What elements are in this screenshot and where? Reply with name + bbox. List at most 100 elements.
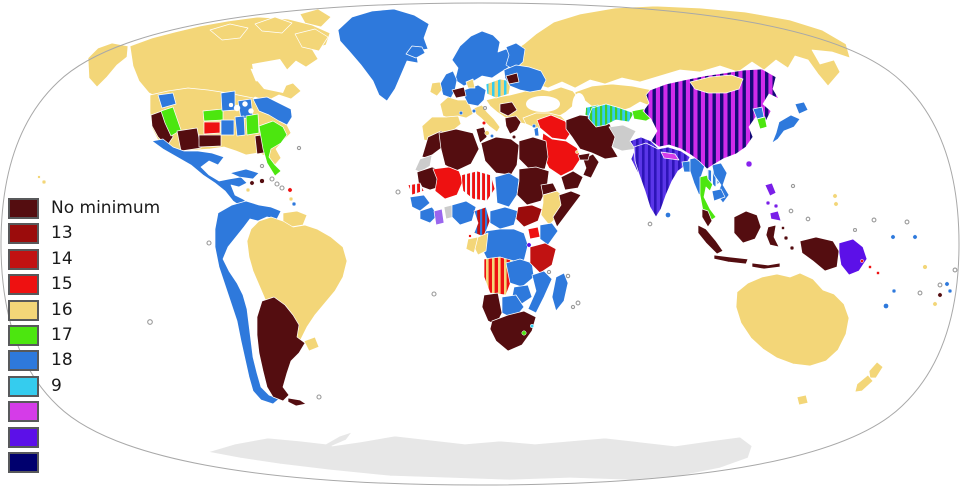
legend-swatch-16 bbox=[8, 299, 39, 321]
territory-dot-kiribati-1 bbox=[871, 217, 877, 223]
region-gabon bbox=[465, 236, 479, 254]
region-germany bbox=[463, 84, 487, 107]
region-us-missouri bbox=[220, 119, 235, 136]
legend-label-19: 9 bbox=[51, 375, 62, 396]
territory-dot-niue bbox=[947, 288, 953, 294]
territory-dot-antilles-2 bbox=[274, 181, 280, 187]
region-serbia-bosnia bbox=[499, 101, 518, 117]
region-baltics-belarus bbox=[503, 64, 547, 93]
territory-dot-sicily bbox=[484, 130, 490, 136]
region-us-nevada bbox=[160, 106, 182, 137]
region-egypt bbox=[518, 136, 549, 170]
legend-swatch-14 bbox=[8, 248, 39, 270]
region-hudson-bay bbox=[252, 59, 291, 93]
region-borneo bbox=[733, 210, 762, 244]
territory-dot-switzerland-dot bbox=[471, 108, 477, 114]
region-tierra-del-fuego bbox=[287, 397, 307, 407]
region-malaysia-peninsula bbox=[701, 208, 713, 228]
territory-dot-solomon-1 bbox=[860, 259, 864, 263]
region-greenland bbox=[337, 8, 430, 102]
legend-swatch-18 bbox=[8, 350, 39, 372]
region-uae bbox=[577, 152, 591, 161]
region-ireland bbox=[429, 81, 443, 97]
legend-item-13: 13 bbox=[8, 223, 160, 245]
legend-label-18: 18 bbox=[51, 350, 73, 371]
territory-dot-great-lake-3 bbox=[248, 108, 254, 114]
region-somalia bbox=[552, 190, 582, 228]
region-guinea bbox=[409, 194, 431, 212]
map-legend: No minimum 13 14 15 16 17 18 9 bbox=[8, 198, 160, 477]
region-south-africa bbox=[489, 310, 537, 352]
legend-swatch-15 bbox=[8, 274, 39, 296]
territory-dot-hawaii-1 bbox=[41, 179, 47, 185]
region-yemen bbox=[560, 170, 584, 191]
region-us-indiana-kentucky bbox=[245, 113, 260, 136]
region-japan-honshu bbox=[771, 114, 801, 144]
legend-swatch-20 bbox=[8, 401, 39, 423]
legend-item-21 bbox=[8, 426, 160, 448]
region-uganda bbox=[527, 226, 541, 240]
territory-dot-malta bbox=[490, 134, 494, 138]
region-greece bbox=[504, 115, 522, 135]
territory-dot-tonga bbox=[944, 281, 950, 287]
legend-item-25 bbox=[8, 451, 160, 473]
territory-dot-cook-islands bbox=[952, 267, 958, 273]
region-cuba bbox=[229, 168, 260, 180]
legend-item-nomin: No minimum bbox=[8, 198, 160, 219]
territory-dot-cyprus bbox=[531, 123, 537, 129]
legend-swatch-19 bbox=[8, 375, 39, 397]
region-libya bbox=[480, 136, 520, 176]
territory-dot-carib-blue bbox=[291, 201, 297, 207]
territory-dot-lesotho bbox=[521, 330, 527, 336]
territory-dot-micronesia bbox=[805, 216, 811, 222]
region-us-minnesota bbox=[220, 90, 236, 112]
region-arctic-island-1 bbox=[209, 23, 249, 41]
territory-dot-liechtenstein bbox=[482, 105, 488, 111]
region-syria-iraq bbox=[536, 114, 573, 141]
territory-dot-palau bbox=[788, 208, 794, 214]
region-lithuania-latvia bbox=[505, 72, 520, 85]
region-algeria bbox=[438, 128, 480, 172]
region-us-oklahoma bbox=[198, 134, 222, 148]
region-denmark bbox=[465, 78, 476, 89]
territory-dot-san-marino bbox=[481, 120, 487, 126]
legend-item-16: 16 bbox=[8, 299, 160, 321]
region-ghana bbox=[433, 208, 445, 226]
territory-dot-luxembourg bbox=[458, 110, 464, 116]
region-philippines-luzon bbox=[764, 182, 777, 197]
territory-dot-tokelau bbox=[912, 234, 918, 240]
territory-dot-fiji-ring bbox=[937, 282, 943, 288]
region-scandinavia bbox=[451, 30, 514, 87]
region-antarctica bbox=[207, 431, 753, 481]
legend-item-15: 15 bbox=[8, 274, 160, 296]
region-arctic-island-3 bbox=[299, 8, 332, 28]
legend-label-15: 15 bbox=[51, 274, 73, 295]
territory-dot-great-lake-2 bbox=[242, 101, 248, 107]
region-us-nebraska-iowa bbox=[202, 108, 224, 122]
territory-dot-molucca-2 bbox=[789, 245, 795, 251]
territory-dot-great-lake-4 bbox=[228, 102, 234, 108]
territory-dot-marshall-2 bbox=[833, 201, 839, 207]
region-us-washington bbox=[157, 92, 177, 109]
region-mexico-central-america bbox=[151, 138, 258, 215]
legend-label-14: 14 bbox=[51, 248, 73, 269]
region-us-kansas bbox=[203, 121, 221, 135]
territory-dot-new-caledonia bbox=[883, 303, 889, 309]
legend-label-17: 17 bbox=[51, 324, 73, 345]
region-nigeria bbox=[451, 200, 477, 226]
territory-dot-nauru bbox=[852, 227, 858, 233]
territory-dot-molucca-1 bbox=[783, 235, 789, 241]
region-west-papua bbox=[799, 236, 840, 272]
region-mongolia bbox=[689, 74, 744, 94]
region-ivory-coast-liberia bbox=[419, 206, 439, 224]
region-nepal bbox=[660, 151, 680, 161]
region-niger bbox=[460, 170, 496, 202]
territory-dot-maldives bbox=[647, 221, 653, 227]
region-iceland bbox=[405, 45, 426, 59]
region-mozambique-malawi bbox=[527, 270, 553, 314]
territory-dot-guam bbox=[790, 183, 796, 189]
territory-dot-pacific-yellow bbox=[932, 301, 938, 307]
region-laos bbox=[705, 168, 722, 188]
legend-swatch-21 bbox=[8, 426, 39, 448]
